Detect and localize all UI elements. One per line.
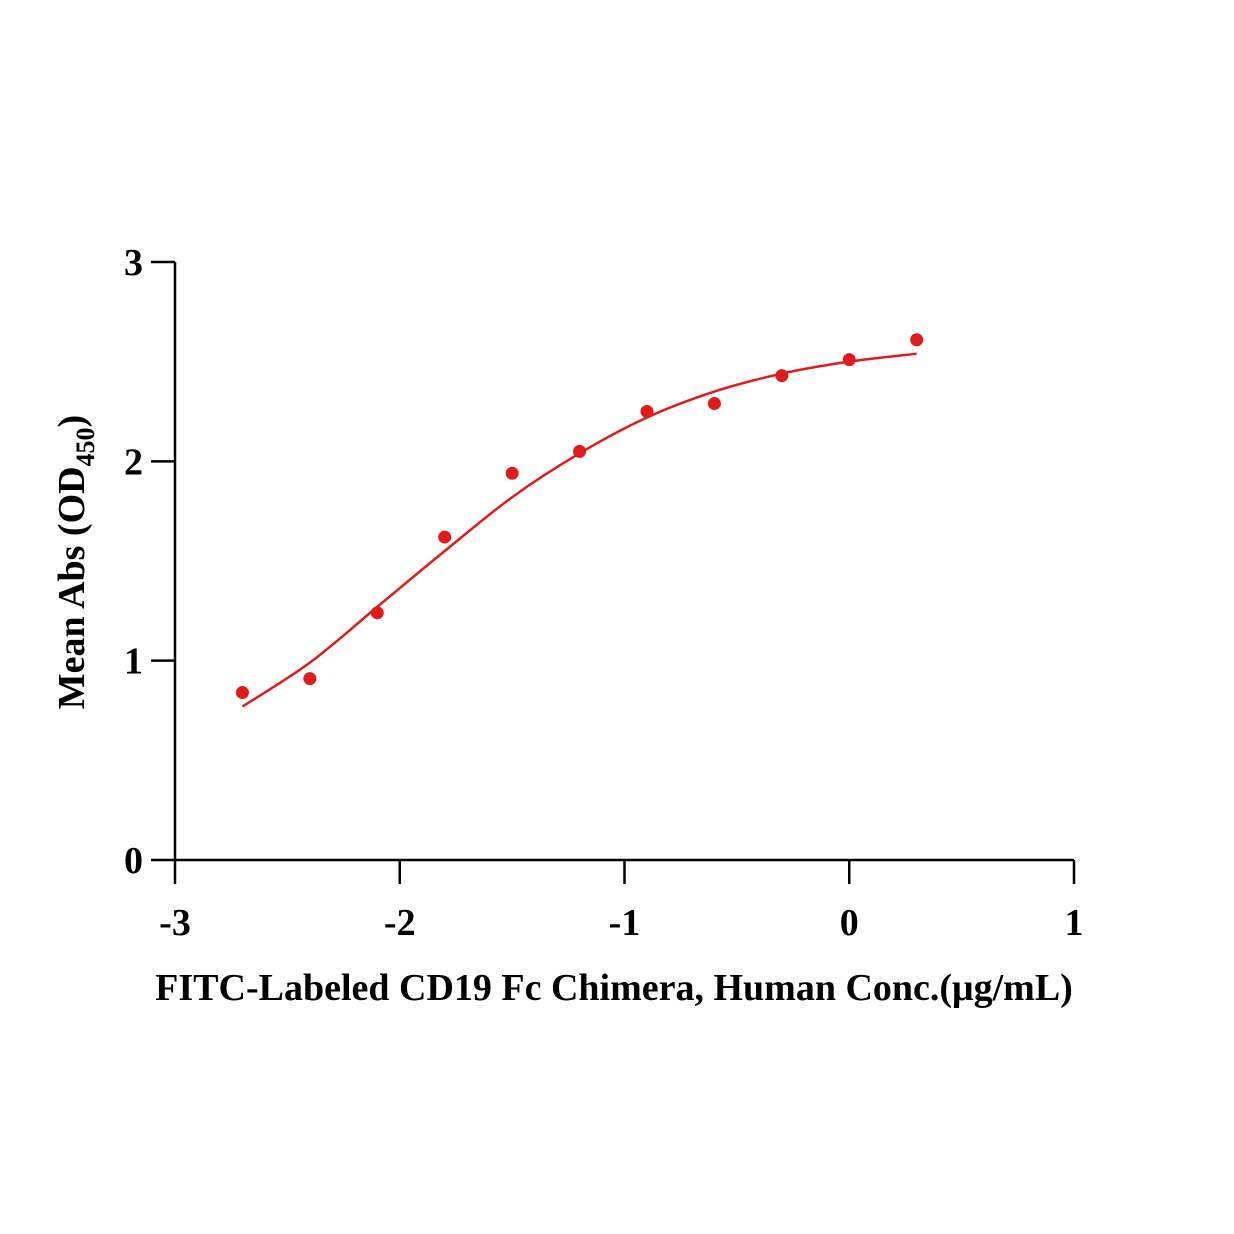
x-axis-title: FITC-Labeled CD19 Fc Chimera, Human Conc…: [155, 967, 1073, 1009]
y-ticks: 0 1 2 3: [124, 242, 175, 882]
data-point: [573, 444, 587, 458]
data-point: [505, 466, 519, 480]
data-point: [842, 353, 856, 367]
y-axis-title: Mean Abs (OD450): [51, 415, 100, 709]
y-axis-title-subscript: 450: [71, 427, 100, 466]
y-tick-label: 2: [124, 441, 143, 483]
data-point: [707, 397, 721, 411]
data-point: [910, 333, 924, 347]
y-axis-title-main: Mean Abs (OD: [51, 466, 93, 709]
data-point: [235, 686, 249, 700]
axes: -3 -2 -1 0 1 0 1 2 3: [124, 242, 1084, 944]
data-points: [235, 333, 924, 700]
x-tick-label: -3: [159, 902, 191, 944]
x-tick-label: -2: [384, 902, 416, 944]
data-point: [370, 606, 384, 620]
data-point: [303, 672, 317, 686]
x-tick-label: 0: [840, 902, 859, 944]
y-tick-label: 1: [124, 641, 143, 683]
x-ticks: -3 -2 -1 0 1: [159, 860, 1084, 944]
data-point: [775, 369, 789, 383]
x-tick-label: 1: [1065, 902, 1084, 944]
y-tick-label: 3: [124, 242, 143, 284]
x-tick-label: -1: [609, 902, 641, 944]
data-point: [438, 530, 452, 544]
y-axis-title-close: ): [51, 415, 93, 428]
data-point: [640, 405, 654, 418]
fit-curve: [241, 352, 917, 708]
y-tick-label: 0: [124, 840, 143, 882]
